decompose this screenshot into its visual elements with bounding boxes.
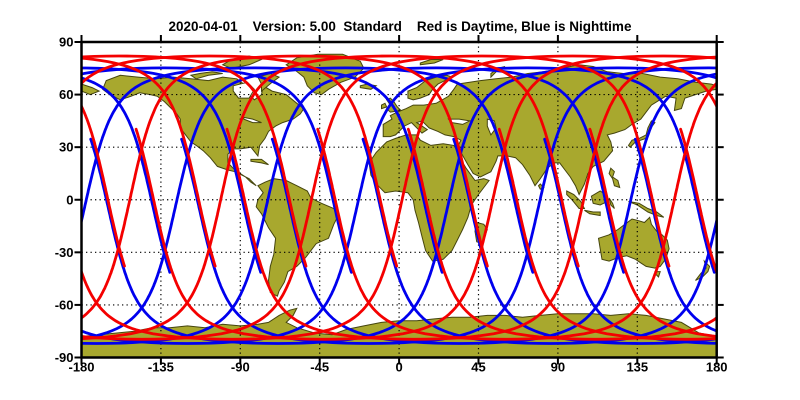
y-tick-label: 60: [59, 87, 73, 102]
nighttime-ground-track: [81, 76, 172, 274]
nighttime-ground-track: [81, 66, 353, 274]
daytime-ground-track: [81, 54, 308, 268]
daytime-ground-track: [134, 54, 717, 341]
land-svalbard: [419, 59, 444, 66]
y-tick-label: -90: [55, 350, 74, 365]
lake-great-lakes: [243, 116, 262, 124]
grid-lines: [81, 42, 717, 358]
x-tick-label: 135: [626, 360, 648, 375]
x-tick-label: 0: [395, 360, 402, 375]
land-victoria-island: [189, 71, 223, 80]
nighttime-ground-track: [89, 66, 717, 345]
daytime-ground-track: [81, 56, 217, 268]
nighttime-ground-track: [81, 66, 716, 345]
land-sulawesi: [608, 197, 615, 209]
daytime-ground-track: [588, 127, 717, 338]
satellite-ground-tracks: [81, 54, 717, 345]
daytime-ground-track: [81, 54, 717, 341]
y-tick-label: 0: [66, 192, 73, 207]
land-cuba: [250, 158, 269, 166]
daytime-ground-track: [406, 127, 717, 341]
nighttime-ground-track: [81, 66, 444, 274]
world-map: [81, 53, 717, 358]
nighttime-ground-track: [81, 66, 625, 345]
daytime-ground-track: [81, 54, 671, 341]
lake-hudson-bay: [232, 81, 256, 99]
daytime-ground-track: [81, 54, 580, 341]
x-tick-label: -45: [310, 360, 329, 375]
land-new-guinea: [628, 201, 665, 218]
x-tick-label: 45: [471, 360, 485, 375]
nighttime-ground-track: [270, 72, 717, 345]
x-tick-label: -90: [231, 360, 250, 375]
daytime-ground-track: [225, 55, 717, 341]
x-tick-label: -135: [148, 360, 174, 375]
plot-border: [80, 40, 718, 359]
x-axis-tick-labels: -180 -135 -90 -45 0 45 90 135 180: [68, 360, 727, 375]
plot-title: 2020-04-01 Version: 5.00 Standard Red is…: [168, 19, 632, 34]
daytime-ground-track: [316, 81, 717, 341]
plot-frame: [74, 35, 724, 365]
daytime-ground-track: [679, 127, 717, 277]
land-philippines: [608, 167, 621, 189]
land-africa: [368, 134, 490, 262]
y-tick-label: 30: [59, 140, 73, 155]
land-chukotka-west: [81, 83, 101, 96]
daytime-ground-track: [81, 103, 126, 268]
y-tick-label: -30: [55, 245, 74, 260]
x-tick-label: 90: [551, 360, 565, 375]
nighttime-ground-track: [81, 66, 535, 341]
x-tick-label: 180: [706, 360, 728, 375]
nighttime-ground-track: [543, 137, 717, 345]
nighttime-ground-track: [452, 137, 717, 345]
land-ireland: [381, 102, 388, 110]
nighttime-ground-track: [81, 66, 263, 274]
land-java: [584, 209, 601, 217]
daytime-ground-track: [81, 54, 489, 320]
daytime-ground-track: [497, 127, 717, 341]
x-tick-label: -180: [68, 360, 94, 375]
y-tick-label: 90: [59, 35, 73, 50]
y-axis-tick-labels: 90 60 30 0 -30 -60 -90: [55, 35, 74, 366]
y-tick-label: -60: [55, 297, 74, 312]
nighttime-ground-track: [633, 137, 717, 333]
daytime-ground-track: [81, 54, 399, 268]
nighttime-ground-track: [361, 137, 717, 345]
